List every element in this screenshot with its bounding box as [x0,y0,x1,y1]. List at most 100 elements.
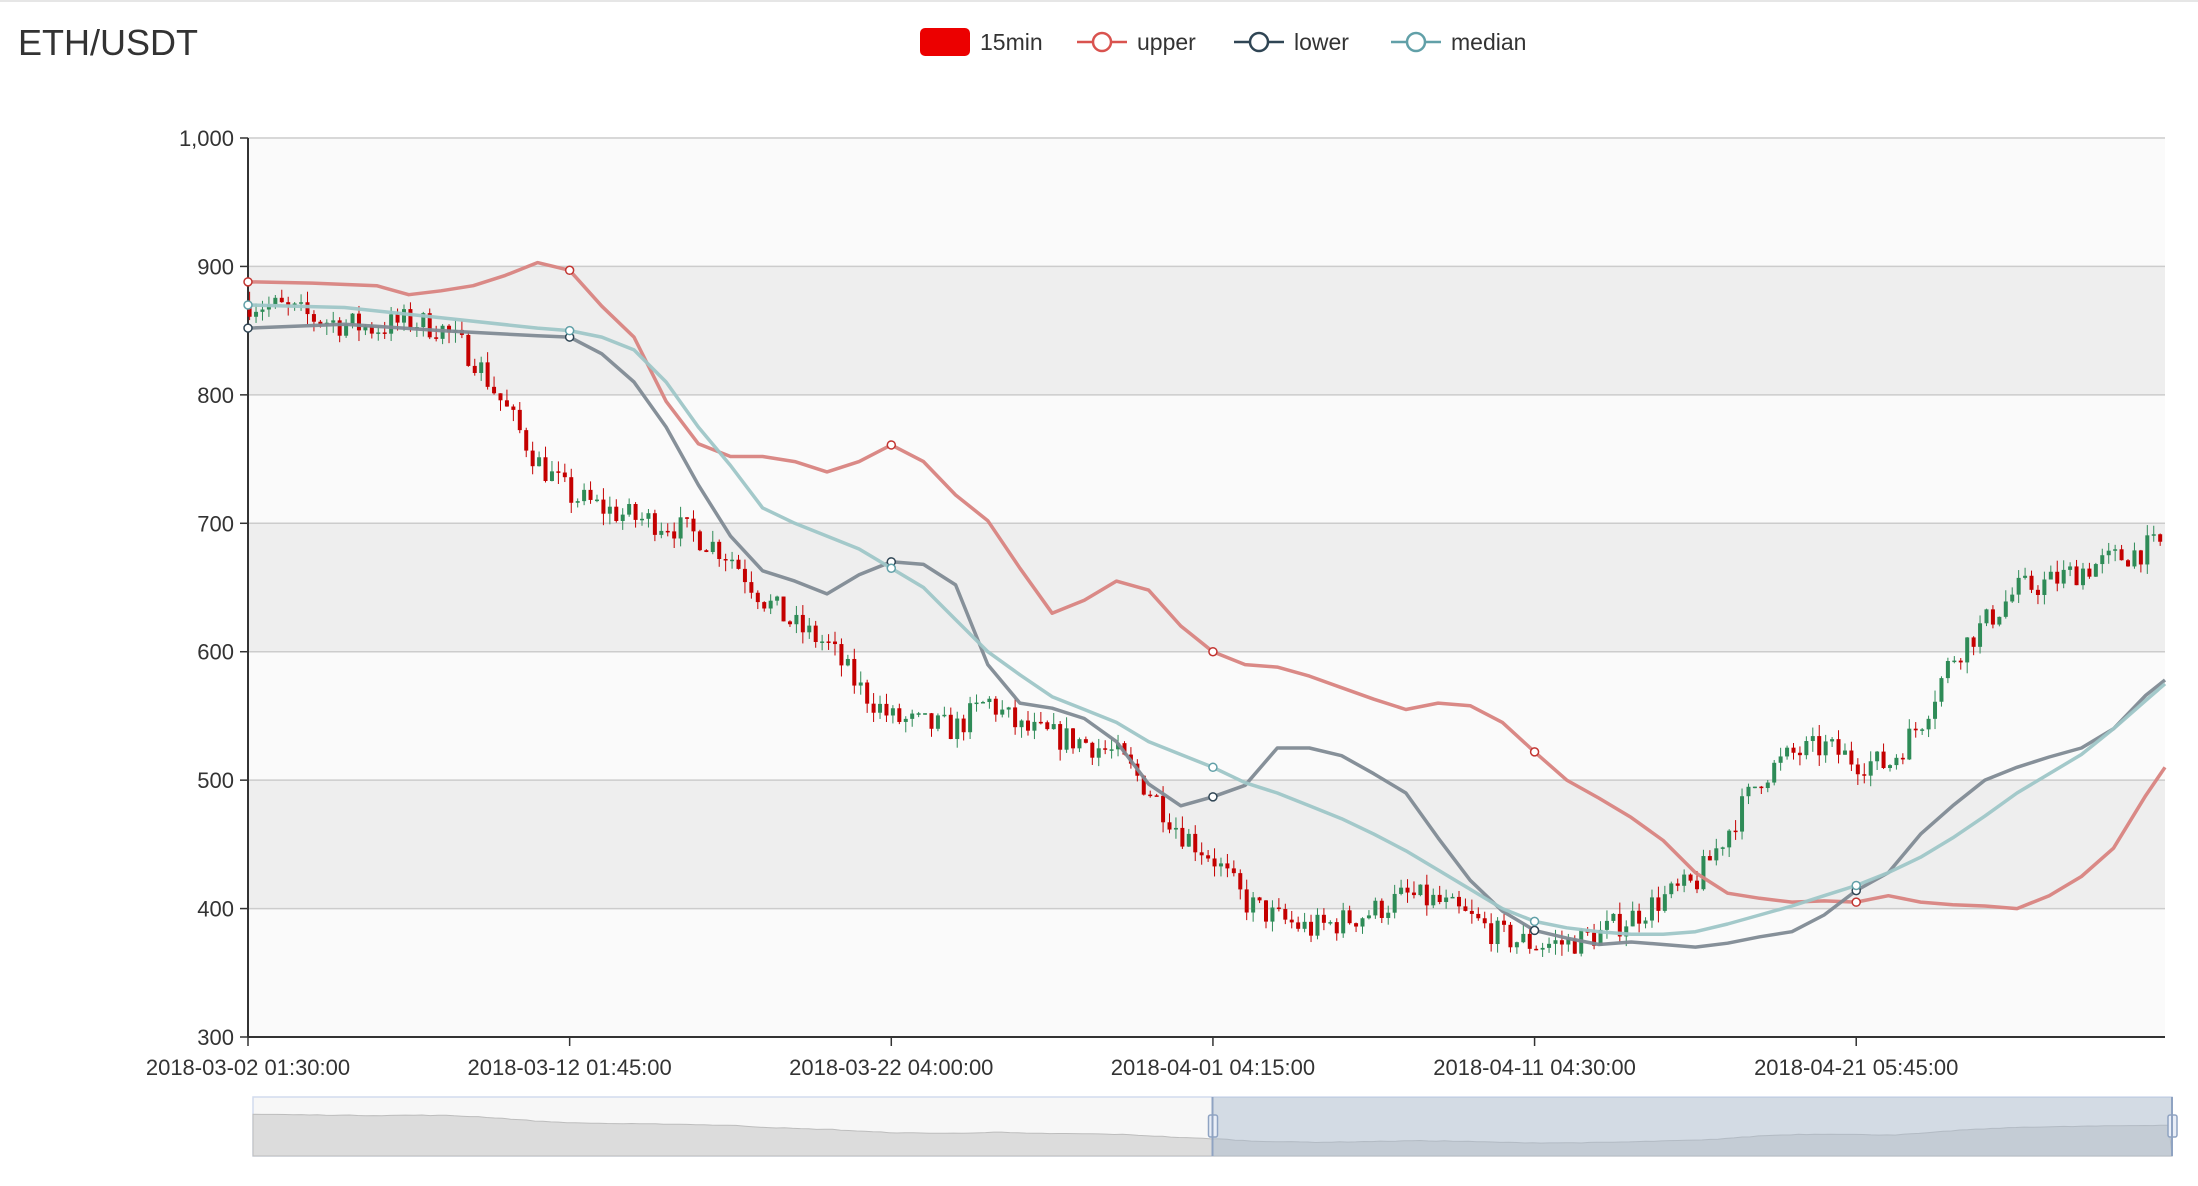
candle-body [594,499,599,502]
candle-body [1682,874,1687,886]
candle-body [935,715,940,729]
legend-marker [1091,31,1113,53]
candle-body [524,430,529,451]
candle-body [1495,920,1500,945]
candle-body [646,513,651,519]
candle-body [1830,739,1835,742]
candle-body [1791,747,1796,753]
candle-body [665,530,670,533]
candle-body [1360,918,1365,927]
candle-body [434,337,439,339]
candle-body [1296,922,1301,929]
candle-body [1212,858,1217,867]
candle-body [1251,897,1256,913]
candle-body [1624,926,1629,937]
candle-body [1643,920,1648,924]
median-point [243,300,253,310]
candle-body [395,314,400,323]
candle-body [1489,923,1494,945]
median-point [1851,880,1861,891]
candle-body [633,504,638,520]
candle-body [1978,623,1983,647]
candle-body [1797,752,1802,756]
candle-body [1598,929,1603,946]
candle-body [2010,594,2015,602]
candle-body [1476,913,1481,919]
candle-body [1347,910,1352,924]
candle-body [344,324,349,336]
candle-body [318,321,323,325]
median-point [564,325,575,336]
candle-body [1817,736,1822,756]
candle-body [1148,794,1153,797]
candle-body [800,614,805,633]
candle-body [1881,751,1886,769]
candle-body [1952,660,1957,663]
candle-body [1379,900,1384,918]
legend-label: median [1451,29,1526,55]
candle-body [1656,897,1661,911]
candle-body [1707,856,1712,861]
candle-body [948,714,953,740]
candle-body [652,513,657,535]
median-point [1529,916,1540,927]
candle-body [479,362,484,373]
candle-body [1984,609,1989,624]
candle-body [1431,894,1436,906]
candle-body [2106,550,2111,556]
zoom-selection [1212,1097,2172,1156]
candle-body [1939,678,1944,702]
candle-body [607,506,612,514]
candle-body [1444,897,1449,903]
candle-body [356,313,361,331]
legend-label: 15min [980,29,1043,55]
candle-body [923,713,928,715]
candle-body [884,703,889,716]
candle-body [1559,940,1564,945]
candle-body [421,313,426,328]
candle-body [1887,765,1892,769]
x-tick-label: 2018-04-21 05:45:00 [1754,1055,1958,1080]
candle-body [1161,795,1166,823]
candle-body [1823,741,1828,756]
candle-body [1456,896,1461,907]
candle-body [2158,534,2163,542]
candle-body [511,406,516,410]
candle-body [1810,736,1815,742]
legend-item-15min[interactable]: 15min [920,28,1043,56]
candle-body [961,718,966,733]
y-tick-label: 600 [197,640,234,665]
candle-body [717,541,722,560]
legend-label: lower [1294,29,1349,55]
candle-body [279,297,284,303]
candle-body [1193,833,1198,853]
candle-body [1926,718,1931,730]
candle-body [620,514,625,521]
split-band [248,523,2165,652]
candle-body [1045,722,1050,730]
candle-body [897,708,902,722]
candle-body [363,326,368,331]
candle-body [498,393,503,401]
upper-point [886,440,897,450]
zoom-preview-area [252,1113,2173,1157]
lower-point [1208,792,1218,802]
candle-body [601,499,606,514]
candle-body [1180,827,1185,847]
candle-body [286,302,291,305]
candle-body [1186,833,1191,847]
legend-item-lower[interactable]: lower [1234,29,1349,55]
legend-item-upper[interactable]: upper [1077,29,1196,55]
candle-body [1154,795,1159,797]
candle-body [1038,721,1043,724]
candle-body [1244,889,1249,913]
candle-body [1238,873,1243,890]
legend-marker [1405,31,1427,53]
legend-item-median[interactable]: median [1391,29,1526,55]
candle-body [2035,589,2040,595]
candle-body [1199,852,1204,856]
candle-body [401,309,406,323]
candle-body [775,596,780,601]
candle-body [813,625,818,643]
